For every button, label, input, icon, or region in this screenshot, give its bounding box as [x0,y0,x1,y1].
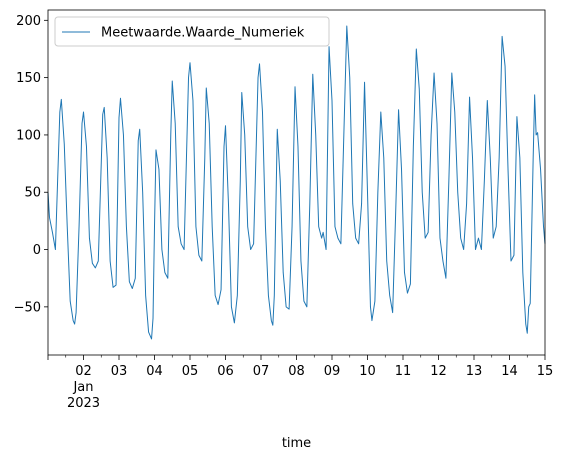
x-axis-month-year: Jan 2023 [67,380,100,411]
x-axis-month-label: Jan [72,380,93,395]
y-tick-label: 0 [33,243,41,258]
x-axis: 02 03 04 05 06 07 08 09 10 11 12 13 14 15 [47,355,554,379]
series-line-0 [47,25,546,340]
x-tick-label: 09 [324,364,341,379]
x-tick-label: 07 [253,364,270,379]
x-tick-label: 14 [501,364,518,379]
x-tick-label: 08 [288,364,305,379]
x-tick-label: 06 [217,364,234,379]
x-tick-label: 15 [537,364,554,379]
x-tick-label: 05 [182,364,199,379]
legend: Meetwaarde.Waarde_Numeriek [54,16,330,47]
x-tick-label: 02 [75,364,92,379]
x-tick-label: 10 [359,364,376,379]
x-tick-label: 04 [146,364,163,379]
x-tick-label: 12 [430,364,447,379]
x-tick-label: 13 [466,364,483,379]
x-axis-title: time [282,436,311,451]
x-tick-label: 03 [111,364,128,379]
x-tick-label: 11 [395,364,412,379]
y-axis: −50 0 50 100 150 200 [14,14,48,315]
legend-box [54,16,330,47]
y-tick-label: 100 [16,128,41,143]
y-tick-label: −50 [14,300,41,315]
legend-entry-label: Meetwaarde.Waarde_Numeriek [101,26,305,41]
y-tick-label: 50 [24,186,41,201]
series-lines [47,25,546,340]
x-axis-year-label: 2023 [67,396,100,411]
y-tick-label: 200 [16,14,41,29]
y-tick-label: 150 [16,71,41,86]
